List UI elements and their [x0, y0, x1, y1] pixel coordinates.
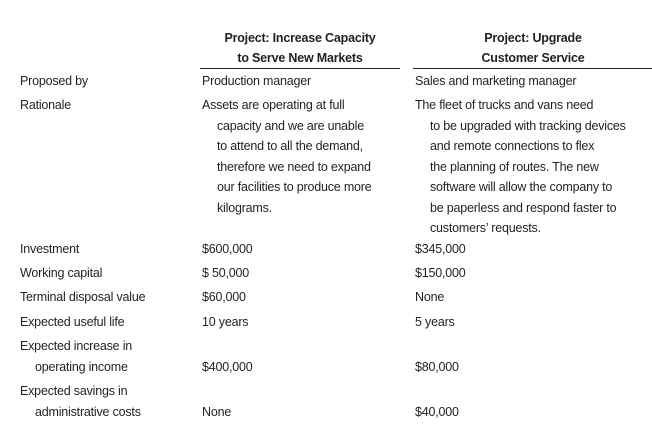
cell-text: the planning of routes. The new: [430, 159, 599, 174]
cell-text: $40,000: [415, 404, 459, 419]
cell-text: 10 years: [202, 315, 249, 329]
cell-text: $60,000: [202, 290, 246, 304]
row-label: administrative costs: [35, 404, 141, 419]
row-label: Expected savings in: [20, 384, 128, 398]
column-header: Customer Service: [481, 51, 585, 65]
cell-text: Production manager: [202, 74, 311, 88]
header-rule: [413, 68, 652, 69]
cell-text: $80,000: [415, 359, 459, 374]
cell-text: Sales and marketing manager: [415, 74, 577, 88]
cell-text: capacity and we are unable: [217, 118, 364, 133]
row-label: Rationale: [20, 98, 72, 112]
cell-text: The fleet of trucks and vans need: [415, 98, 594, 112]
row-label: Investment: [20, 242, 80, 256]
cell-text: therefore we need to expand: [217, 159, 371, 174]
cell-text: $150,000: [415, 266, 466, 280]
cell-text: None: [202, 404, 232, 419]
row-label: Working capital: [20, 266, 103, 280]
row-label: Expected useful life: [20, 315, 125, 329]
cell-text: be paperless and respond faster to: [430, 200, 617, 215]
cell-text: kilograms.: [217, 200, 272, 215]
cell-text: customers’ requests.: [430, 221, 541, 235]
column-header: Project: Increase Capacity: [224, 31, 376, 45]
column-header: Project: Upgrade: [484, 31, 582, 45]
row-label: Proposed by: [20, 74, 88, 88]
row-label: Expected increase in: [20, 339, 133, 353]
row-label: operating income: [35, 359, 128, 374]
cell-text: $345,000: [415, 242, 466, 256]
row-label: Terminal disposal value: [20, 290, 146, 304]
cell-text: None: [415, 290, 445, 304]
cell-text: to be upgraded with tracking devices: [430, 118, 626, 133]
cell-text: $ 50,000: [202, 266, 250, 280]
column-header: to Serve New Markets: [237, 51, 363, 65]
cell-text: to attend to all the demand,: [217, 139, 363, 153]
cell-text: our facilities to produce more: [217, 180, 372, 194]
header-rule: [200, 68, 400, 69]
cell-text: 5 years: [415, 315, 455, 329]
cell-text: $400,000: [202, 359, 253, 374]
cell-text: $600,000: [202, 242, 253, 256]
cell-text: software will allow the company to: [430, 180, 613, 194]
cell-text: Assets are operating at full: [202, 98, 345, 112]
cell-text: and remote connections to flex: [430, 139, 595, 153]
